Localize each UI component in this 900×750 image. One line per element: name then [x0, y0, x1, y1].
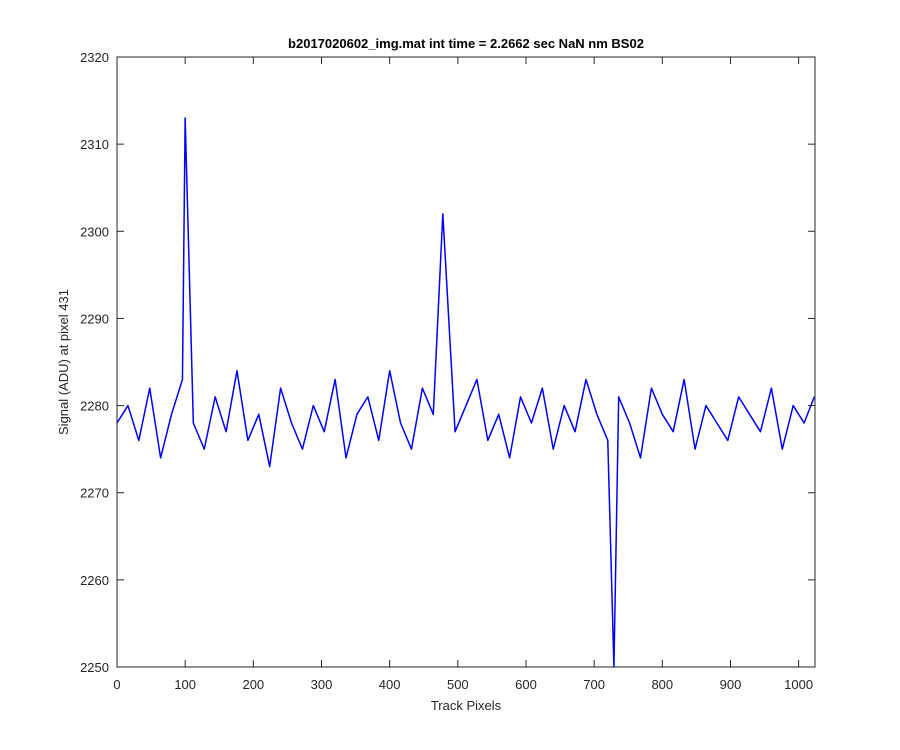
y-tick-label: 2290 — [80, 311, 109, 326]
y-tick-label: 2320 — [80, 50, 109, 65]
axes-box — [116, 56, 816, 668]
y-tick-label: 2280 — [80, 399, 109, 414]
x-tick-label: 500 — [447, 677, 469, 692]
series-layer — [116, 117, 816, 668]
x-tick-label: 600 — [515, 677, 537, 692]
x-tick-label: 400 — [379, 677, 401, 692]
y-tick-label: 2310 — [80, 137, 109, 152]
x-tick-label: 1000 — [784, 677, 813, 692]
x-tick-label: 300 — [311, 677, 333, 692]
x-tick-label: 900 — [720, 677, 742, 692]
x-tick-label: 800 — [651, 677, 673, 692]
x-tick-label: 0 — [113, 677, 120, 692]
y-axis: 2250 2260 2270 2280 2290 2300 2310 2320 — [80, 50, 815, 675]
x-tick-label: 700 — [583, 677, 605, 692]
y-axis-label: Signal (ADU) at pixel 431 — [56, 289, 71, 435]
x-axis: 0 100 200 300 400 500 600 700 800 900 1000 — [113, 57, 813, 692]
x-tick-label: 200 — [242, 677, 264, 692]
plot-background — [117, 57, 815, 667]
chart-title: b2017020602_img.mat int time = 2.2662 se… — [288, 36, 644, 51]
plot-area — [117, 57, 815, 667]
y-tick-label: 2270 — [80, 486, 109, 501]
y-tick-label: 2250 — [80, 660, 109, 675]
series-line-0 — [116, 117, 816, 668]
x-axis-label: Track Pixels — [431, 698, 502, 713]
x-tick-label: 100 — [174, 677, 196, 692]
y-tick-label: 2300 — [80, 224, 109, 239]
y-tick-label: 2260 — [80, 573, 109, 588]
